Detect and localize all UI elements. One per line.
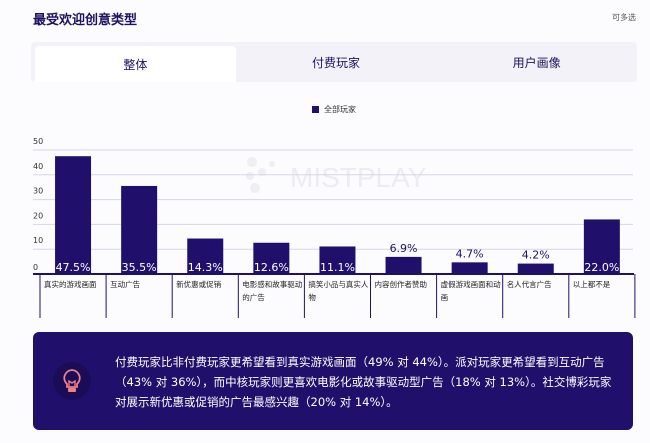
x-tick-label: 互动广告 bbox=[110, 279, 140, 289]
x-tick-label: 内容创作者赞助 bbox=[375, 279, 428, 289]
bar bbox=[319, 246, 356, 274]
multi-select-note: 可多选 bbox=[612, 13, 636, 22]
bar bbox=[253, 242, 290, 274]
legend-swatch bbox=[312, 106, 319, 113]
x-tick-label: 名人代言广告 bbox=[507, 279, 552, 289]
data-label: 11.1% bbox=[320, 261, 355, 274]
x-tick-label: 以上都不是 bbox=[573, 280, 611, 289]
data-label: 14.3% bbox=[188, 261, 223, 274]
x-tick-label: 物 bbox=[308, 292, 316, 302]
bar bbox=[55, 156, 92, 274]
x-tick-label: 搞笑小品与真实人 bbox=[308, 279, 368, 289]
bar-chart: MISTPLAY 0 10 20 30 40 50 47.5% 真实的游戏画面 35.5% 互动广… bbox=[33, 137, 636, 318]
bar bbox=[385, 256, 422, 274]
bar bbox=[451, 262, 488, 274]
data-label: 4.7% bbox=[456, 247, 484, 260]
bar bbox=[187, 238, 224, 274]
page-title: 最受欢迎创意类型 bbox=[33, 13, 138, 28]
chart-legend: 全部玩家 bbox=[312, 104, 356, 115]
tab-user-profile[interactable]: 用户画像 bbox=[512, 55, 561, 70]
tab-paying-players[interactable]: 付费玩家 bbox=[312, 55, 361, 70]
insight-box: 付费玩家比非付费玩家更希望看到真实游戏画面（49% 对 44%）。派对玩家更希望… bbox=[33, 332, 633, 430]
y-tick-label: 40 bbox=[33, 162, 43, 171]
bar bbox=[583, 219, 620, 274]
x-tick-label: 新优惠或促销 bbox=[176, 279, 221, 289]
legend-label: 全部玩家 bbox=[324, 105, 356, 114]
data-label: 4.2% bbox=[522, 249, 550, 262]
bar bbox=[121, 185, 158, 274]
y-tick-label: 0 bbox=[33, 263, 38, 272]
data-label: 47.5% bbox=[56, 261, 91, 274]
lightbulb-icon bbox=[53, 362, 91, 400]
y-tick-label: 10 bbox=[33, 236, 43, 245]
insight-text: 付费玩家比非付费玩家更希望看到真实游戏画面（49% 对 44%）。派对玩家更希望… bbox=[115, 355, 612, 409]
x-tick-label: 的广告 bbox=[242, 292, 265, 302]
y-tick-label: 20 bbox=[33, 211, 43, 220]
bar bbox=[517, 263, 554, 274]
tab-overall[interactable]: 整体 bbox=[35, 46, 236, 82]
data-label: 12.6% bbox=[254, 261, 289, 274]
data-label: 6.9% bbox=[390, 242, 418, 255]
x-tick-label: 虚假游戏画面和动 bbox=[441, 279, 501, 289]
data-label: 35.5% bbox=[122, 261, 157, 274]
data-label: 22.0% bbox=[584, 261, 619, 274]
y-tick-label: 50 bbox=[33, 137, 43, 146]
y-tick-label: 30 bbox=[33, 187, 43, 196]
x-tick-label: 画 bbox=[441, 293, 449, 302]
watermark-dots bbox=[246, 157, 275, 193]
watermark: MISTPLAY bbox=[290, 162, 427, 193]
x-tick-label: 真实的游戏画面 bbox=[44, 279, 97, 289]
tab-bar: 整体 付费玩家 用户画像 bbox=[31, 42, 637, 82]
x-tick-label: 电影感和故事驱动 bbox=[242, 279, 302, 289]
